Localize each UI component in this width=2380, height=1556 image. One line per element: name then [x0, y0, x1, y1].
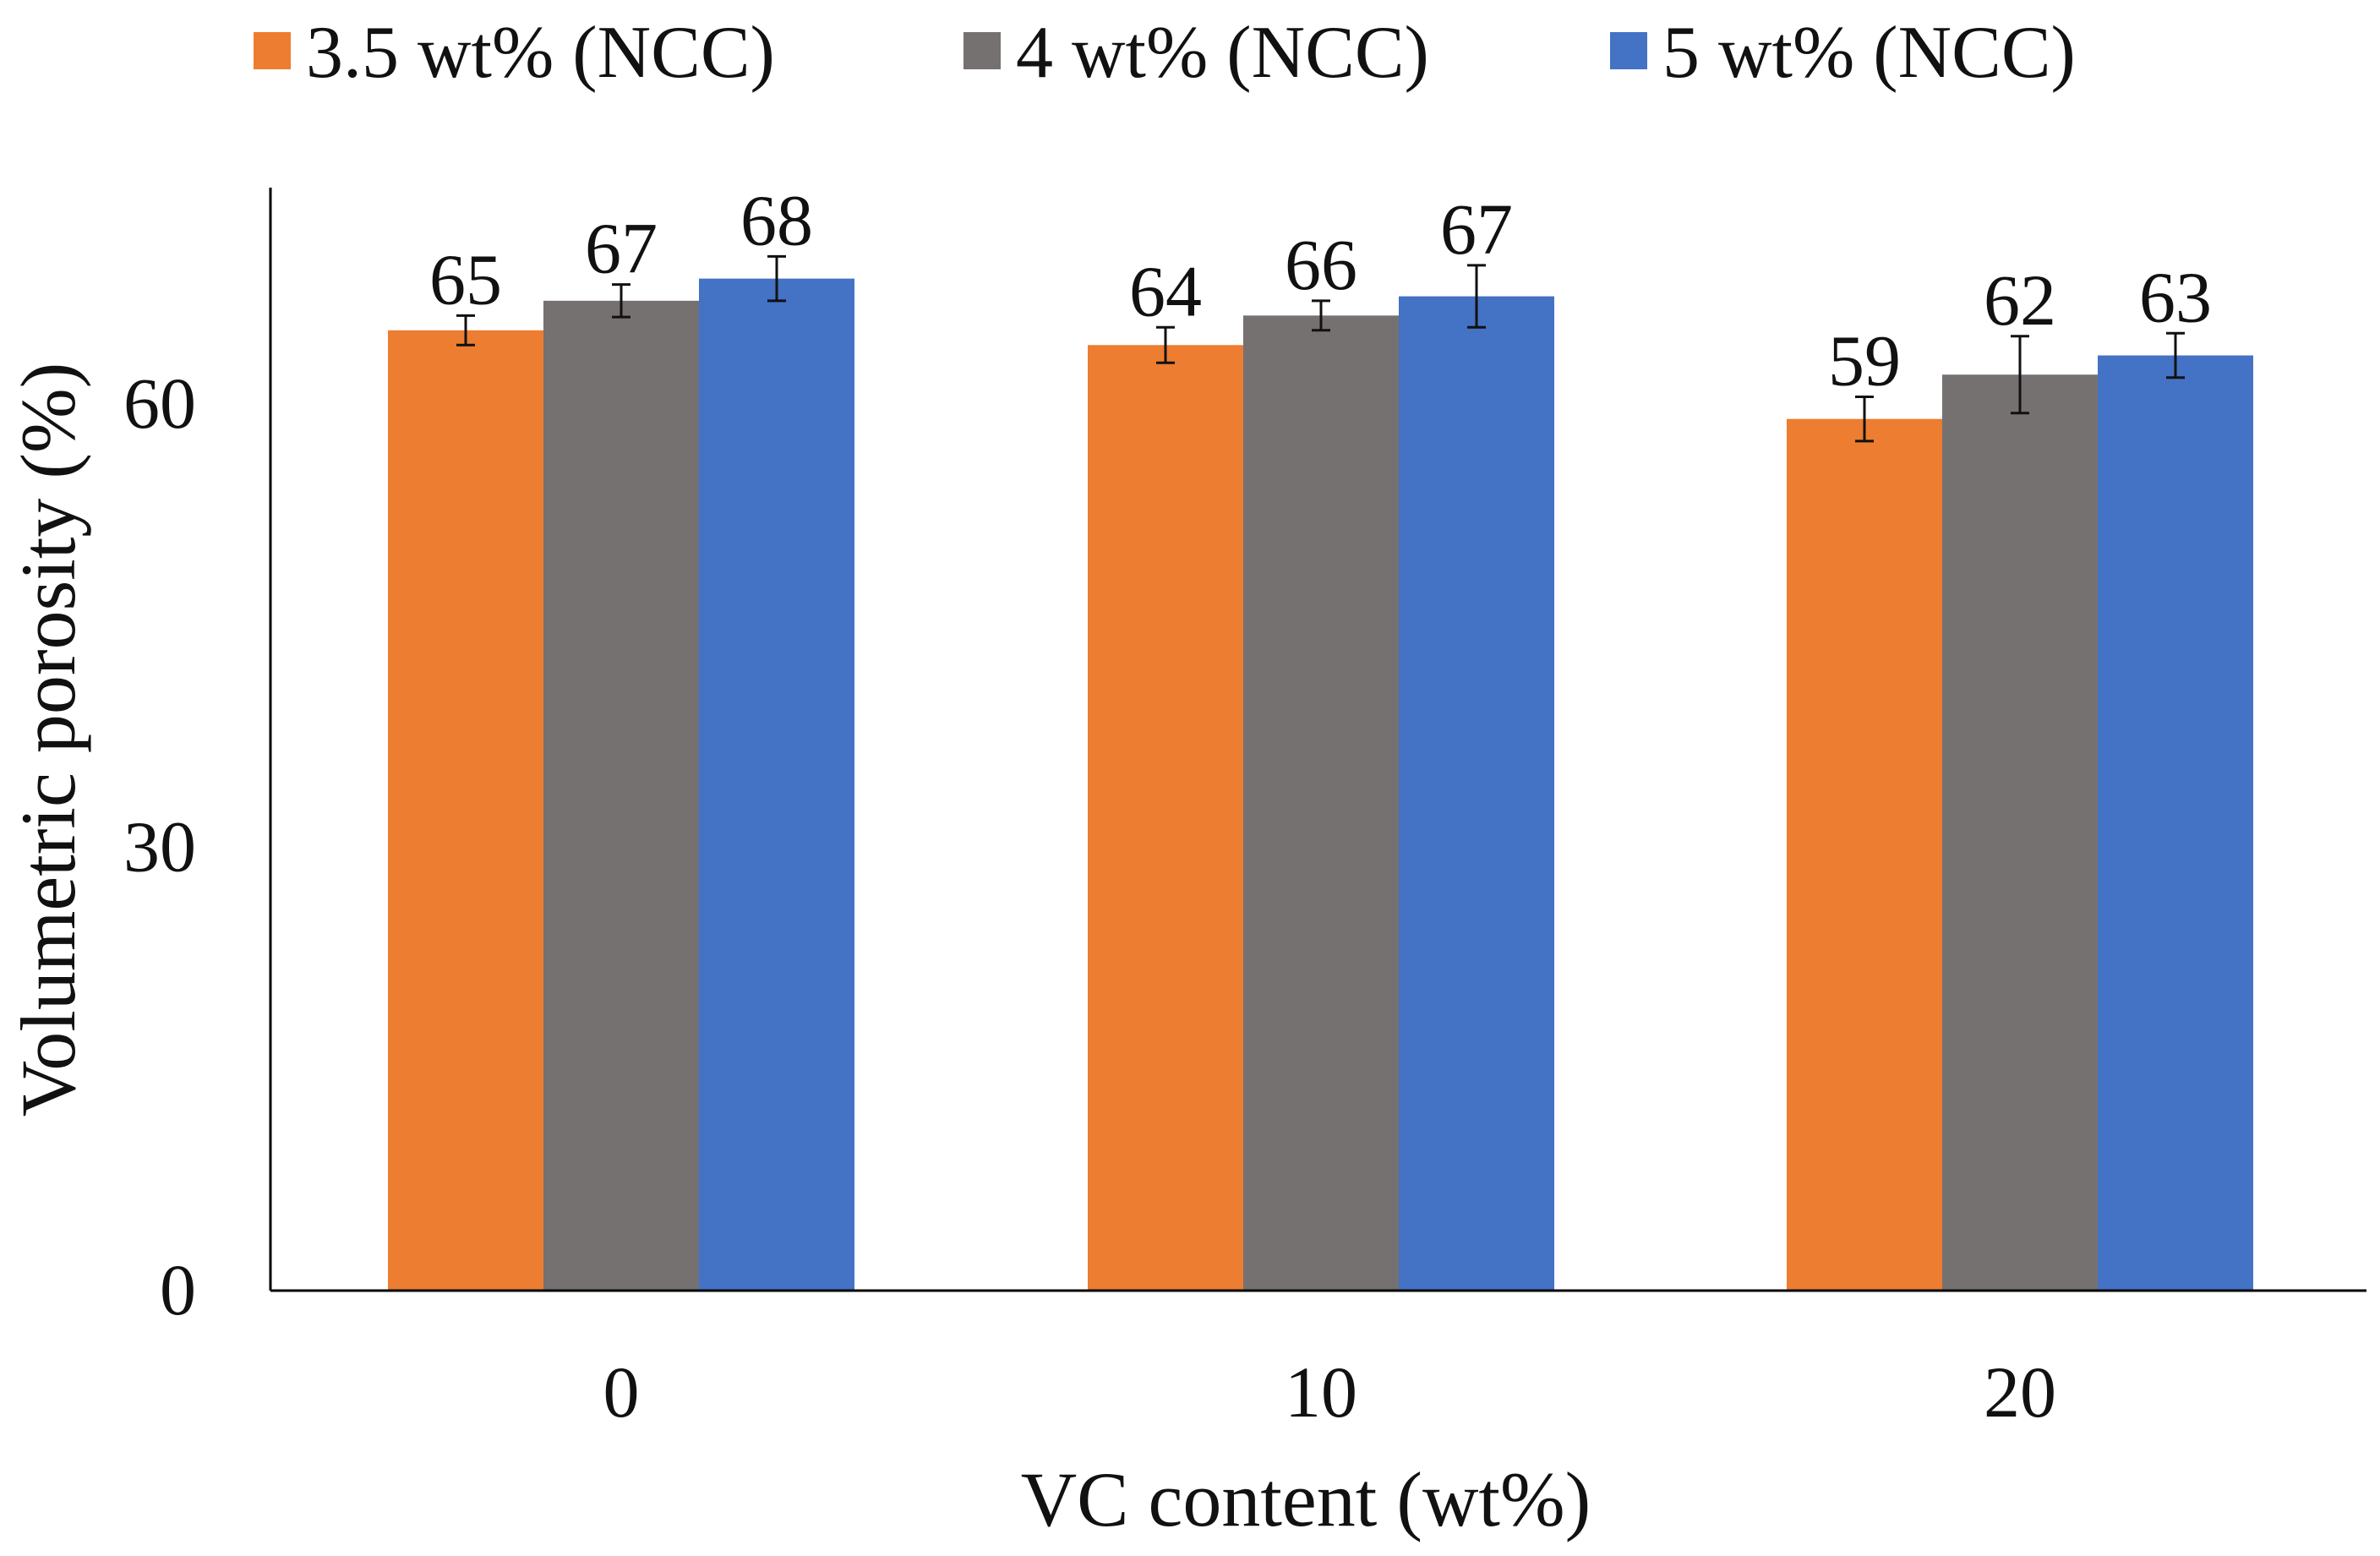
bar-3-3: [2098, 355, 2253, 1291]
data-label-3-3: 63: [2139, 256, 2212, 337]
legend-label: 3.5 wt% (NCC): [306, 12, 775, 94]
bars: [388, 278, 2253, 1291]
x-tick-label-2: 10: [1285, 1351, 1357, 1433]
error-bar-3-3: [2166, 331, 2185, 379]
y-tick-labels: 0 30 60: [123, 363, 196, 1330]
legend-swatch: [1610, 32, 1647, 69]
legend: 3.5 wt% (NCC) 4 wt% (NCC) 5 wt% (NCC): [254, 12, 2076, 94]
legend-swatch: [254, 32, 291, 69]
legend-label: 5 wt% (NCC): [1662, 12, 2076, 94]
error-bar-2-1: [612, 283, 630, 319]
data-label-2-1: 67: [585, 208, 658, 289]
error-bar-2-2: [1312, 299, 1330, 332]
y-tick-label-1: 0: [160, 1249, 196, 1330]
error-bar-3-2: [1467, 264, 1486, 329]
x-tick-label-3: 20: [1984, 1351, 2056, 1433]
data-label-2-3: 62: [1984, 259, 2056, 341]
data-label-1-1: 65: [429, 238, 502, 319]
data-label-3-1: 68: [740, 179, 813, 260]
bar-3-2: [1399, 296, 1554, 1291]
error-bar-1-1: [456, 314, 475, 347]
bar-1-2: [1088, 345, 1243, 1291]
legend-item-3: 5 wt% (NCC): [1610, 12, 2076, 94]
y-tick-label-3: 60: [123, 363, 196, 444]
bar-2-1: [543, 300, 699, 1291]
bar-3-1: [699, 278, 854, 1291]
data-label-1-2: 64: [1129, 250, 1202, 331]
error-bar-2-3: [2011, 335, 2029, 415]
bar-2-3: [1942, 374, 2098, 1291]
bar-1-3: [1787, 418, 1942, 1291]
y-tick-label-2: 30: [123, 806, 196, 887]
x-tick-labels: 0 10 20: [603, 1351, 2057, 1433]
data-label-1-3: 59: [1828, 319, 1901, 401]
legend-item-1: 3.5 wt% (NCC): [254, 12, 775, 94]
bar-2-2: [1243, 315, 1399, 1291]
error-bar-3-1: [767, 254, 786, 303]
legend-item-2: 4 wt% (NCC): [963, 12, 1429, 94]
data-labels: 65 64 59 67 66 62 68 67 63: [429, 179, 2212, 401]
bar-1-1: [388, 330, 543, 1291]
error-bar-1-3: [1855, 395, 1874, 443]
legend-swatch: [963, 32, 1001, 69]
y-axis-title: Volumetric porosity (%): [5, 363, 91, 1117]
axes: [269, 188, 2366, 1292]
data-label-2-2: 66: [1285, 224, 1357, 305]
error-bar-1-2: [1156, 325, 1175, 364]
x-tick-label-1: 0: [603, 1351, 640, 1433]
x-axis-title: VC content (wt%): [1021, 1456, 1591, 1542]
legend-label: 4 wt% (NCC): [1016, 12, 1429, 94]
data-label-3-2: 67: [1440, 188, 1513, 270]
error-bars: [456, 254, 2185, 443]
